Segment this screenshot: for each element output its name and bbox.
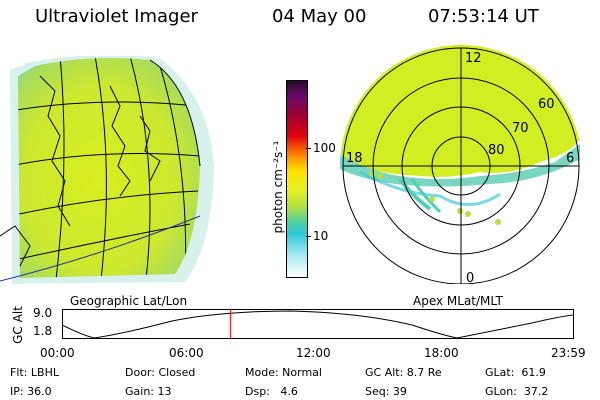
status-gain: Gain: 13 bbox=[125, 385, 172, 398]
colorbar-tick-100: 100 bbox=[313, 141, 336, 155]
geographic-image bbox=[0, 56, 214, 284]
timeline-ytick-top: 9.0 bbox=[33, 306, 53, 320]
latitude-line bbox=[18, 190, 199, 217]
lat-label-80: 80 bbox=[488, 143, 505, 158]
mlt-label-6: 6 bbox=[566, 151, 574, 166]
aurora-dot bbox=[457, 208, 463, 214]
aurora-dot bbox=[429, 196, 435, 202]
timeline-ytick-bottom: 1.8 bbox=[33, 324, 53, 338]
colorbar bbox=[286, 80, 308, 278]
status-door: Door: Closed bbox=[125, 366, 196, 379]
status-seq: Seq: 39 bbox=[365, 385, 407, 398]
lat-label-70: 70 bbox=[512, 121, 529, 136]
status-gcalt: GC Alt: 8.7 Re bbox=[365, 366, 442, 379]
aurora-dot bbox=[369, 171, 375, 177]
longitude-line bbox=[54, 58, 65, 278]
latitude-line bbox=[18, 153, 200, 167]
geographic-caption: Geographic Lat/Lon bbox=[70, 294, 188, 308]
timeline-xtick-0000: 00:00 bbox=[40, 346, 75, 360]
timeline-ylabel: GC Alt bbox=[11, 306, 25, 344]
aurora-speckle bbox=[359, 170, 501, 206]
longitude-line bbox=[94, 58, 107, 278]
coastline bbox=[109, 85, 131, 197]
timeline-xtick-1200: 12:00 bbox=[296, 346, 331, 360]
app-title: Ultraviolet Imager bbox=[35, 6, 198, 27]
colorbar-tick-mark bbox=[306, 148, 311, 149]
coastline bbox=[139, 115, 161, 182]
apex-caption: Apex MLat/MLT bbox=[413, 294, 503, 308]
date-label: 04 May 00 bbox=[272, 6, 367, 27]
aurora-fringe bbox=[340, 144, 580, 187]
colorbar-unit-label: photon cm⁻²s⁻¹ bbox=[271, 140, 285, 234]
limb-line bbox=[149, 59, 201, 167]
timeline-xtick-2359: 23:59 bbox=[551, 346, 586, 360]
timeline-xtick-0600: 06:00 bbox=[169, 346, 204, 360]
status-ip: IP: 36.0 bbox=[10, 385, 52, 398]
aurora-arc bbox=[410, 178, 442, 214]
status-flt: Flt: LBHL bbox=[10, 366, 59, 379]
status-glat: GLat: 61.9 bbox=[485, 366, 546, 379]
coastline bbox=[39, 75, 71, 227]
aurora-region bbox=[340, 45, 580, 177]
status-glon: GLon: 37.2 bbox=[485, 385, 549, 398]
aurora-arc bbox=[398, 177, 432, 211]
aurora-dot bbox=[495, 219, 501, 225]
polar-plot: 12 18 6 0 60 70 80 bbox=[340, 45, 580, 284]
status-mode: Mode: Normal bbox=[245, 366, 322, 379]
aurora-dot bbox=[377, 173, 383, 179]
status-dsp: Dsp: 4.6 bbox=[245, 385, 298, 398]
earth-disk bbox=[18, 58, 200, 278]
mlt-label-18: 18 bbox=[346, 151, 363, 166]
aurora-dot bbox=[465, 211, 471, 217]
altitude-curve bbox=[62, 310, 574, 339]
mlt-label-0: 0 bbox=[466, 271, 474, 284]
colorbar-tick-10: 10 bbox=[313, 229, 329, 243]
altitude-timeline bbox=[62, 309, 574, 339]
lat-label-60: 60 bbox=[538, 97, 555, 112]
timeline-xtick-1800: 18:00 bbox=[424, 346, 459, 360]
time-label: 07:53:14 UT bbox=[428, 6, 539, 27]
longitude-line bbox=[129, 58, 151, 278]
coastline bbox=[0, 225, 31, 267]
colorbar-tick-mark bbox=[306, 236, 311, 237]
mlt-label-12: 12 bbox=[465, 51, 482, 66]
horizon-line bbox=[0, 215, 201, 282]
